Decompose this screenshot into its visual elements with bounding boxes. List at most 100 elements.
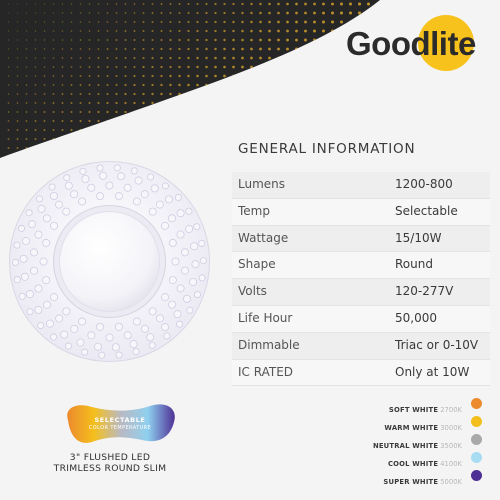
pattern-dot [25, 111, 28, 113]
vent-hole [96, 164, 104, 172]
pattern-dot [214, 29, 217, 33]
pattern-dot [52, 93, 55, 95]
spec-label: IC RATED [238, 364, 294, 379]
pattern-dot [151, 47, 154, 51]
section-title: GENERAL INFORMATION [238, 141, 416, 157]
pattern-dot [214, 92, 217, 96]
badge-subtitle: COLOR TEMPERATURE [88, 425, 152, 431]
pattern-dot [88, 155, 91, 158]
vent-hole [13, 276, 21, 284]
pattern-dot [79, 93, 82, 95]
pattern-dot [249, 128, 254, 132]
vent-hole [176, 209, 185, 218]
vent-hole [46, 319, 55, 328]
pattern-dot [160, 38, 163, 42]
pattern-dot [106, 119, 109, 123]
pattern-dot [366, 83, 371, 87]
vent-hole [28, 220, 37, 229]
pattern-dot [133, 12, 136, 14]
pattern-dot [268, 29, 271, 33]
pattern-dot [133, 92, 136, 96]
pattern-dot [70, 146, 73, 150]
pattern-dot [43, 48, 46, 50]
color-temp-item: WARM WHITE 3000K [300, 415, 486, 433]
pattern-dot [115, 57, 118, 59]
vent-hole [87, 331, 96, 340]
pattern-dot [43, 57, 46, 59]
pattern-dot [124, 48, 127, 50]
pattern-dot [16, 39, 19, 41]
pattern-dot [61, 137, 64, 141]
pattern-dot [106, 30, 109, 32]
pattern-dot [259, 38, 262, 42]
pattern-dot [205, 20, 208, 24]
pattern-dot [25, 21, 28, 23]
pattern-dot [25, 138, 28, 140]
pattern-dot [160, 137, 163, 141]
pattern-dot [70, 93, 73, 95]
pattern-dot [277, 2, 280, 6]
vent-hole [111, 343, 120, 352]
logo-wordmark: Goodlite [346, 25, 476, 62]
pattern-dot [169, 101, 172, 105]
pattern-dot [276, 83, 281, 87]
pattern-dot [267, 92, 272, 96]
pattern-dot [61, 66, 64, 68]
pattern-dot [61, 30, 64, 32]
pattern-dot [34, 48, 37, 50]
pattern-dot [142, 12, 145, 14]
pattern-dot [7, 138, 10, 140]
pattern-dot [16, 102, 19, 104]
vent-hole [185, 224, 194, 233]
color-temp-item: COOL WHITE 4100K [300, 451, 486, 469]
vent-hole [134, 176, 143, 185]
pattern-dot [330, 38, 335, 42]
pattern-dot [61, 3, 64, 5]
vent-hole [19, 254, 28, 263]
vent-hole [114, 192, 123, 201]
pattern-dot [43, 137, 46, 141]
pattern-dot [151, 101, 154, 105]
pattern-dot [258, 119, 263, 123]
pattern-dot [169, 65, 172, 69]
pattern-dot [115, 48, 118, 50]
pattern-dot [178, 128, 181, 132]
pattern-dot [295, 11, 298, 15]
pattern-dot [214, 47, 217, 51]
vent-hole [161, 293, 170, 302]
pattern-dot [250, 65, 253, 69]
pattern-dot [169, 20, 172, 24]
pattern-dot [268, 56, 271, 60]
pattern-dot [133, 47, 136, 51]
pattern-dot [151, 92, 154, 96]
pattern-dot [339, 83, 344, 87]
vent-hole [168, 214, 177, 223]
pattern-dot [187, 11, 190, 15]
pattern-dot [178, 155, 181, 158]
pattern-dot [196, 38, 199, 42]
pattern-dot [52, 12, 55, 14]
pattern-dot [385, 83, 389, 87]
pattern-dot [321, 38, 326, 42]
pattern-dot [232, 92, 235, 96]
pattern-dot [249, 119, 254, 123]
pattern-dot [16, 129, 19, 131]
pattern-dot [303, 83, 308, 87]
goodlite-logo: Goodlite [346, 15, 476, 75]
vent-hole [155, 314, 164, 323]
pattern-dot [196, 29, 199, 33]
pattern-dot [303, 65, 308, 69]
pattern-dot [25, 39, 28, 41]
pattern-dot [223, 38, 226, 42]
pattern-dot [196, 128, 199, 132]
pattern-dot [322, 29, 325, 33]
pattern-dot [205, 65, 208, 69]
pattern-dot [106, 39, 109, 41]
pattern-dot [151, 12, 154, 14]
pattern-dot [79, 21, 82, 23]
pattern-dot [330, 29, 335, 33]
pattern-dot [339, 20, 344, 24]
pattern-dot [304, 20, 307, 24]
pattern-dot [79, 110, 82, 114]
pattern-dot [97, 48, 100, 50]
